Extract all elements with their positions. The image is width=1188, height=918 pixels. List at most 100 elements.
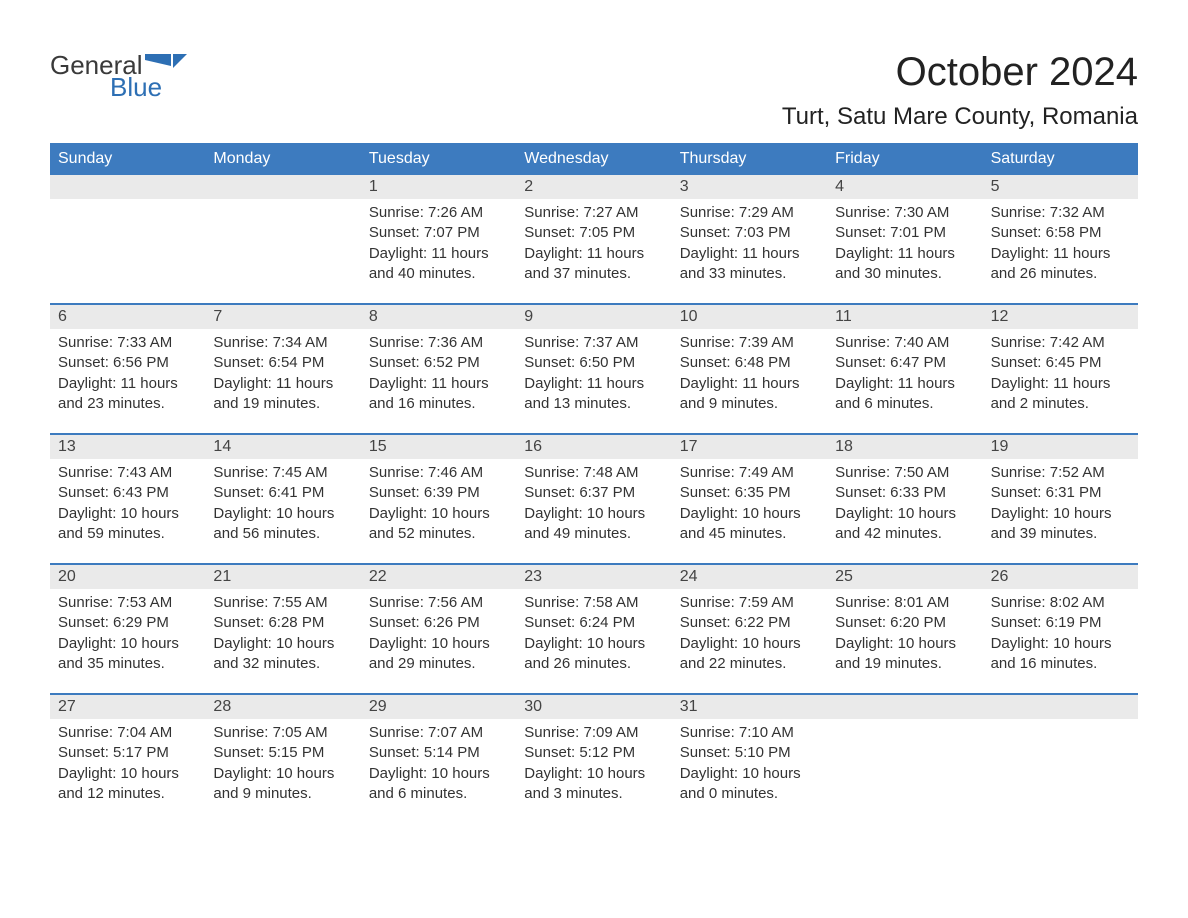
sunrise-text: Sunrise: 7:42 AM — [991, 333, 1130, 353]
day-cell: 9Sunrise: 7:37 AMSunset: 6:50 PMDaylight… — [516, 305, 671, 433]
day-content: Sunrise: 7:58 AMSunset: 6:24 PMDaylight:… — [516, 589, 671, 682]
day-number: 12 — [983, 305, 1138, 329]
day-cell — [50, 175, 205, 303]
day-number: 28 — [205, 695, 360, 719]
daylight1-text: Daylight: 10 hours — [680, 504, 819, 524]
day-cell: 28Sunrise: 7:05 AMSunset: 5:15 PMDayligh… — [205, 695, 360, 823]
daylight1-text: Daylight: 10 hours — [991, 634, 1130, 654]
day-cell: 11Sunrise: 7:40 AMSunset: 6:47 PMDayligh… — [827, 305, 982, 433]
daylight2-text: and 45 minutes. — [680, 524, 819, 544]
day-cell: 4Sunrise: 7:30 AMSunset: 7:01 PMDaylight… — [827, 175, 982, 303]
sunrise-text: Sunrise: 8:01 AM — [835, 593, 974, 613]
day-number: 27 — [50, 695, 205, 719]
location-subtitle: Turt, Satu Mare County, Romania — [782, 103, 1138, 131]
day-content: Sunrise: 7:39 AMSunset: 6:48 PMDaylight:… — [672, 329, 827, 422]
day-cell: 10Sunrise: 7:39 AMSunset: 6:48 PMDayligh… — [672, 305, 827, 433]
day-content: Sunrise: 7:50 AMSunset: 6:33 PMDaylight:… — [827, 459, 982, 552]
daylight1-text: Daylight: 10 hours — [524, 504, 663, 524]
day-number: 31 — [672, 695, 827, 719]
day-cell: 23Sunrise: 7:58 AMSunset: 6:24 PMDayligh… — [516, 565, 671, 693]
daylight1-text: Daylight: 11 hours — [991, 244, 1130, 264]
day-cell: 18Sunrise: 7:50 AMSunset: 6:33 PMDayligh… — [827, 435, 982, 563]
daylight2-text: and 16 minutes. — [369, 394, 508, 414]
day-cell: 19Sunrise: 7:52 AMSunset: 6:31 PMDayligh… — [983, 435, 1138, 563]
daylight2-text: and 13 minutes. — [524, 394, 663, 414]
weekday-cell: Friday — [827, 143, 982, 175]
day-number: 4 — [827, 175, 982, 199]
daylight2-text: and 26 minutes. — [524, 654, 663, 674]
title-block: October 2024 Turt, Satu Mare County, Rom… — [782, 50, 1138, 131]
sunset-text: Sunset: 6:28 PM — [213, 613, 352, 633]
sunset-text: Sunset: 6:37 PM — [524, 483, 663, 503]
daylight1-text: Daylight: 11 hours — [524, 374, 663, 394]
weekday-cell: Sunday — [50, 143, 205, 175]
day-number: 21 — [205, 565, 360, 589]
day-content: Sunrise: 7:49 AMSunset: 6:35 PMDaylight:… — [672, 459, 827, 552]
daylight2-text: and 6 minutes. — [835, 394, 974, 414]
sunset-text: Sunset: 5:15 PM — [213, 743, 352, 763]
daylight1-text: Daylight: 11 hours — [524, 244, 663, 264]
daylight1-text: Daylight: 10 hours — [835, 634, 974, 654]
sunrise-text: Sunrise: 7:50 AM — [835, 463, 974, 483]
day-content: Sunrise: 7:45 AMSunset: 6:41 PMDaylight:… — [205, 459, 360, 552]
sunrise-text: Sunrise: 7:45 AM — [213, 463, 352, 483]
sunset-text: Sunset: 6:19 PM — [991, 613, 1130, 633]
day-cell: 3Sunrise: 7:29 AMSunset: 7:03 PMDaylight… — [672, 175, 827, 303]
day-content: Sunrise: 7:52 AMSunset: 6:31 PMDaylight:… — [983, 459, 1138, 552]
day-cell: 26Sunrise: 8:02 AMSunset: 6:19 PMDayligh… — [983, 565, 1138, 693]
daylight1-text: Daylight: 10 hours — [213, 504, 352, 524]
day-content: Sunrise: 7:36 AMSunset: 6:52 PMDaylight:… — [361, 329, 516, 422]
day-number: 6 — [50, 305, 205, 329]
day-cell: 1Sunrise: 7:26 AMSunset: 7:07 PMDaylight… — [361, 175, 516, 303]
week-row: 1Sunrise: 7:26 AMSunset: 7:07 PMDaylight… — [50, 175, 1138, 303]
day-number: 29 — [361, 695, 516, 719]
sunrise-text: Sunrise: 7:48 AM — [524, 463, 663, 483]
daylight2-text: and 29 minutes. — [369, 654, 508, 674]
week-row: 6Sunrise: 7:33 AMSunset: 6:56 PMDaylight… — [50, 303, 1138, 433]
day-cell — [983, 695, 1138, 823]
day-cell: 16Sunrise: 7:48 AMSunset: 6:37 PMDayligh… — [516, 435, 671, 563]
day-number: 19 — [983, 435, 1138, 459]
daylight1-text: Daylight: 11 hours — [835, 244, 974, 264]
sunrise-text: Sunrise: 7:49 AM — [680, 463, 819, 483]
day-content: Sunrise: 7:32 AMSunset: 6:58 PMDaylight:… — [983, 199, 1138, 292]
weekday-cell: Wednesday — [516, 143, 671, 175]
daylight1-text: Daylight: 11 hours — [680, 244, 819, 264]
day-cell — [827, 695, 982, 823]
daylight2-text: and 19 minutes. — [835, 654, 974, 674]
sunrise-text: Sunrise: 7:52 AM — [991, 463, 1130, 483]
day-cell: 8Sunrise: 7:36 AMSunset: 6:52 PMDaylight… — [361, 305, 516, 433]
sunrise-text: Sunrise: 7:40 AM — [835, 333, 974, 353]
sunset-text: Sunset: 7:07 PM — [369, 223, 508, 243]
daylight1-text: Daylight: 11 hours — [369, 244, 508, 264]
sunrise-text: Sunrise: 7:32 AM — [991, 203, 1130, 223]
day-cell: 15Sunrise: 7:46 AMSunset: 6:39 PMDayligh… — [361, 435, 516, 563]
day-content: Sunrise: 7:09 AMSunset: 5:12 PMDaylight:… — [516, 719, 671, 812]
sunset-text: Sunset: 6:56 PM — [58, 353, 197, 373]
daylight1-text: Daylight: 11 hours — [680, 374, 819, 394]
sunset-text: Sunset: 7:03 PM — [680, 223, 819, 243]
sunset-text: Sunset: 6:22 PM — [680, 613, 819, 633]
day-number: 17 — [672, 435, 827, 459]
weekday-header-row: SundayMondayTuesdayWednesdayThursdayFrid… — [50, 143, 1138, 175]
daylight2-text: and 6 minutes. — [369, 784, 508, 804]
logo: General Blue — [50, 50, 187, 100]
day-number: 14 — [205, 435, 360, 459]
daylight1-text: Daylight: 11 hours — [835, 374, 974, 394]
weekday-cell: Tuesday — [361, 143, 516, 175]
day-cell: 21Sunrise: 7:55 AMSunset: 6:28 PMDayligh… — [205, 565, 360, 693]
week-row: 20Sunrise: 7:53 AMSunset: 6:29 PMDayligh… — [50, 563, 1138, 693]
daylight1-text: Daylight: 10 hours — [58, 634, 197, 654]
day-number: 13 — [50, 435, 205, 459]
day-cell: 25Sunrise: 8:01 AMSunset: 6:20 PMDayligh… — [827, 565, 982, 693]
day-cell: 30Sunrise: 7:09 AMSunset: 5:12 PMDayligh… — [516, 695, 671, 823]
daylight2-text: and 56 minutes. — [213, 524, 352, 544]
day-cell: 14Sunrise: 7:45 AMSunset: 6:41 PMDayligh… — [205, 435, 360, 563]
sunrise-text: Sunrise: 7:56 AM — [369, 593, 508, 613]
sunset-text: Sunset: 6:39 PM — [369, 483, 508, 503]
day-content: Sunrise: 7:27 AMSunset: 7:05 PMDaylight:… — [516, 199, 671, 292]
day-content: Sunrise: 7:26 AMSunset: 7:07 PMDaylight:… — [361, 199, 516, 292]
daylight2-text: and 40 minutes. — [369, 264, 508, 284]
daylight2-text: and 0 minutes. — [680, 784, 819, 804]
day-number: 7 — [205, 305, 360, 329]
